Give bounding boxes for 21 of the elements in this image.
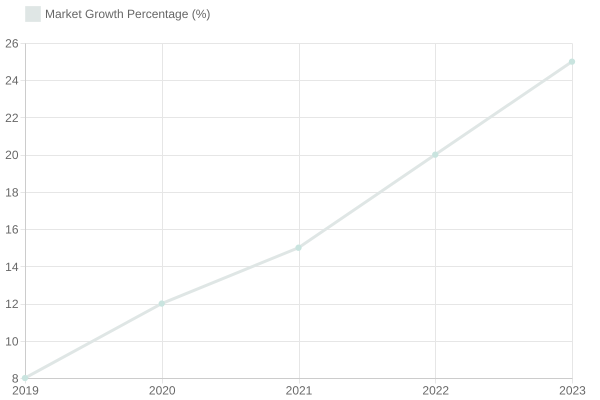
y-tick-label: 14 — [5, 260, 19, 274]
y-tick-label: 12 — [5, 297, 19, 312]
point — [568, 58, 576, 65]
y-tick-label: 26 — [5, 36, 19, 50]
x-tick-label: 2022 — [422, 384, 450, 398]
x-tick-label: 2019 — [12, 384, 40, 398]
point — [295, 244, 302, 251]
x-tick-label: 2021 — [286, 384, 313, 398]
y-tick-label: 24 — [5, 74, 19, 88]
x-tick-label: 2023 — [559, 384, 586, 398]
legend-label: Market Growth Percentage (%) — [45, 7, 210, 21]
y-tick-label: 8 — [12, 372, 19, 386]
point — [432, 152, 438, 158]
y-tick-label: 16 — [5, 222, 19, 237]
x-tick-label: 2020 — [148, 384, 176, 398]
y-tick-label: 20 — [5, 148, 19, 162]
y-tick-label: 18 — [5, 185, 19, 200]
point — [22, 374, 28, 382]
y-tick-label: 10 — [5, 334, 19, 348]
y-tick-label: 22 — [5, 110, 19, 125]
point — [158, 300, 165, 307]
